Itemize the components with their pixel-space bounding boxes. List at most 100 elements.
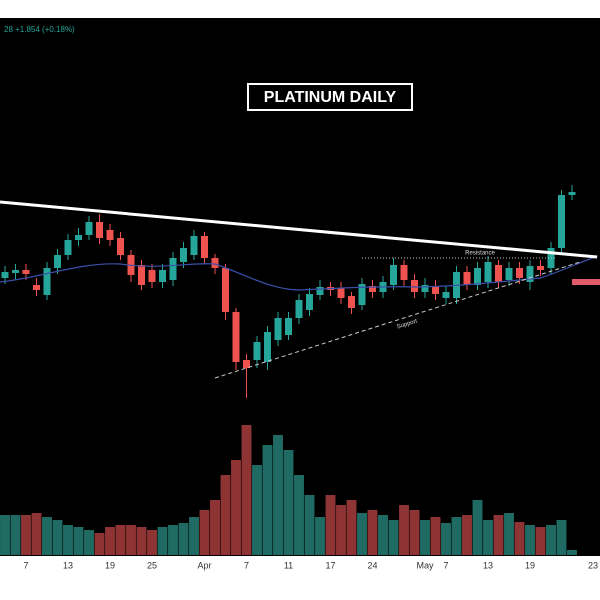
- candle-body: [232, 312, 240, 362]
- volume-bar: [472, 500, 483, 555]
- candle-body: [243, 360, 250, 368]
- candle-body: [264, 332, 271, 362]
- volume-bar: [42, 517, 52, 555]
- volume-bar: [252, 465, 262, 555]
- volume-layer: [0, 425, 577, 555]
- volume-bar: [178, 523, 189, 555]
- candle-body: [106, 230, 114, 240]
- candle-body: [85, 222, 93, 235]
- candle-body: [138, 265, 145, 285]
- support-line: [214, 261, 581, 379]
- volume-bar: [388, 520, 399, 555]
- volume-bar: [126, 525, 136, 555]
- x-tick-label: 11: [284, 560, 293, 570]
- x-tick-label: 19: [105, 560, 115, 570]
- volume-bar: [0, 515, 10, 555]
- trend-line: [0, 200, 598, 259]
- candle-body: [306, 294, 313, 310]
- candle-body: [285, 318, 292, 335]
- x-tick-label: 25: [147, 560, 157, 570]
- candle-body: [526, 266, 534, 282]
- candle-body: [43, 268, 51, 295]
- x-tick-label: 7: [443, 560, 448, 570]
- volume-bar: [231, 460, 241, 555]
- candle-body: [358, 284, 366, 305]
- candle-body: [295, 300, 303, 318]
- volume-bar: [273, 435, 283, 555]
- volume-bar: [493, 515, 504, 555]
- candle-body: [432, 287, 439, 294]
- volume-bar: [210, 500, 220, 555]
- candle-body: [369, 286, 376, 292]
- volume-bar: [462, 515, 472, 555]
- x-tick-label: 13: [63, 560, 73, 570]
- volume-bar: [94, 533, 105, 555]
- volume-bar: [315, 517, 325, 555]
- volume-bar: [52, 520, 63, 555]
- candle-body: [505, 268, 513, 280]
- volume-bar: [357, 513, 367, 555]
- volume-bar: [483, 520, 493, 555]
- volume-bar: [157, 527, 168, 555]
- candle-body: [337, 288, 345, 298]
- volume-bar: [10, 515, 21, 555]
- candle-body: [474, 268, 481, 285]
- volume-bar: [63, 525, 73, 555]
- candle-body: [148, 270, 156, 282]
- x-tick-label: May: [416, 560, 434, 570]
- volume-bar: [409, 510, 420, 555]
- volume-bar: [399, 505, 409, 555]
- candle-body: [201, 236, 208, 258]
- candle-body: [421, 285, 429, 292]
- x-tick-label: 7: [23, 560, 28, 570]
- candle-body: [484, 262, 492, 282]
- volume-bar: [220, 475, 231, 555]
- candle-body: [253, 342, 261, 360]
- volume-bar: [556, 520, 567, 555]
- candle-body: [222, 268, 229, 312]
- volume-bar: [567, 550, 577, 555]
- volume-bar: [304, 495, 315, 555]
- volume-bar: [378, 515, 388, 555]
- candle-body: [159, 270, 166, 282]
- candle-body: [75, 235, 82, 240]
- volume-bar: [441, 523, 451, 555]
- candle-body: [316, 287, 324, 295]
- volume-bar: [262, 445, 273, 555]
- volume-bar: [367, 510, 378, 555]
- header-text: 28 +1.854 (+0.18%): [4, 25, 75, 34]
- volume-bar: [115, 525, 126, 555]
- price-tag: [572, 279, 600, 285]
- x-tick-label: 23: [588, 560, 598, 570]
- title-box: [247, 83, 413, 111]
- volume-bar: [294, 475, 304, 555]
- x-tick-label: 13: [483, 560, 493, 570]
- volume-bar: [199, 510, 210, 555]
- candle-body: [64, 240, 72, 255]
- volume-bar: [451, 517, 462, 555]
- x-tick-label: Apr: [197, 560, 211, 570]
- volume-bar: [336, 505, 346, 555]
- volume-bar: [546, 525, 556, 555]
- volume-bar: [189, 517, 199, 555]
- volume-bar: [31, 513, 42, 555]
- candle-body: [558, 195, 565, 248]
- volume-bar: [105, 527, 115, 555]
- candle-body: [537, 266, 544, 270]
- volume-bar: [241, 425, 252, 555]
- candle-body: [495, 265, 502, 282]
- candle-body: [190, 236, 198, 255]
- volume-bar: [535, 527, 546, 555]
- volume-bar: [514, 522, 525, 555]
- volume-bar: [147, 530, 157, 555]
- candle-body: [568, 192, 576, 195]
- volume-bar: [420, 520, 430, 555]
- candle-body: [180, 248, 187, 262]
- x-tick-label: 24: [367, 560, 377, 570]
- chart-title: PLATINUM DAILY: [264, 89, 397, 106]
- candle-body: [516, 268, 523, 278]
- candle-body: [96, 222, 103, 238]
- volume-bar: [283, 450, 294, 555]
- volume-bar: [525, 525, 535, 555]
- candle-body: [274, 318, 282, 340]
